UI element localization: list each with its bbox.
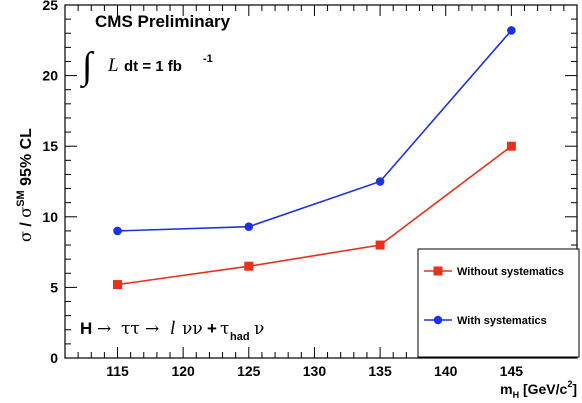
integral-symbol: ∫: [80, 45, 95, 89]
channel-arrow-1: →: [97, 319, 111, 339]
data-point-with-systematics: [244, 222, 254, 231]
channel-arrow-2: →: [145, 319, 159, 339]
y-tick-label: 10: [42, 209, 58, 225]
y-tick-label: 25: [42, 0, 58, 13]
x-tick-label: 115: [106, 363, 129, 379]
cms-label: CMS Preliminary: [95, 12, 231, 31]
channel-lepton: l: [170, 318, 175, 339]
channel-plus: +: [207, 319, 217, 338]
legend-marker-square: [433, 266, 443, 276]
legend-label-without: Without systematics: [457, 266, 564, 278]
x-axis-title: mH [GeV/c2]: [500, 379, 577, 400]
x-tick-label: 120: [171, 363, 195, 379]
channel-higgs: H: [80, 319, 92, 338]
series-line-without-systematics: [117, 145, 512, 286]
data-point-without-systematics: [244, 261, 254, 271]
data-point-without-systematics: [375, 240, 385, 250]
lumi-exponent: -1: [203, 53, 213, 65]
series-layer: [113, 26, 516, 290]
legend: Without systematics With systematics: [417, 248, 580, 358]
channel-nunu: νν: [182, 319, 203, 339]
x-tick-label: 130: [303, 363, 327, 379]
channel-tautau: ττ: [121, 319, 140, 339]
legend-box: [417, 248, 580, 358]
y-tick-label: 0: [50, 350, 58, 366]
x-tick-label: 125: [237, 363, 261, 379]
data-point-without-systematics: [506, 141, 516, 151]
channel-nu: ν: [254, 319, 264, 339]
series-line-with-systematics: [117, 29, 512, 232]
legend-marker-circle: [433, 315, 443, 325]
y-tick-label: 20: [42, 68, 58, 84]
y-axis-title: σ / σSM 95% CL: [15, 128, 35, 242]
plot-frame: [64, 4, 578, 359]
channel-tau: τ: [220, 319, 229, 339]
lumi-variable: L: [107, 55, 119, 76]
lumi-text: dt = 1 fb: [124, 58, 182, 75]
x-tick-label: 140: [434, 363, 458, 379]
y-tick-label: 15: [42, 138, 58, 154]
legend-label-with: With systematics: [457, 315, 547, 327]
x-tick-label: 145: [500, 363, 524, 379]
data-point-with-systematics: [375, 177, 385, 186]
y-tick-label: 5: [50, 279, 58, 295]
data-point-with-systematics: [507, 26, 516, 35]
x-tick-label: 135: [368, 363, 392, 379]
data-point-with-systematics: [113, 226, 122, 236]
channel-had-subscript: had: [230, 331, 250, 343]
channel-label: H → ττ → l νν + τ had ν: [80, 318, 264, 343]
data-point-without-systematics: [113, 280, 123, 290]
